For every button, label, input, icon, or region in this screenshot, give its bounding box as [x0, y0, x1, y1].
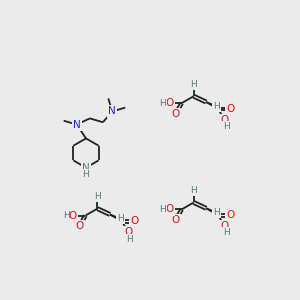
- Text: O: O: [226, 210, 235, 220]
- Text: O: O: [226, 104, 235, 114]
- Text: O: O: [165, 204, 173, 214]
- Text: H: H: [190, 80, 197, 89]
- Text: H: H: [223, 229, 230, 238]
- Text: H: H: [159, 99, 166, 108]
- Text: O: O: [124, 227, 132, 237]
- Text: O: O: [130, 216, 139, 226]
- Text: H: H: [190, 186, 197, 195]
- Text: O: O: [69, 211, 77, 220]
- Text: O: O: [220, 221, 229, 231]
- Text: H: H: [159, 205, 166, 214]
- Text: H: H: [213, 102, 220, 111]
- Text: N: N: [82, 163, 90, 173]
- Text: O: O: [165, 98, 173, 108]
- Text: O: O: [171, 109, 180, 119]
- Text: O: O: [171, 215, 180, 225]
- Text: O: O: [220, 115, 229, 125]
- Text: O: O: [75, 221, 83, 231]
- Text: H: H: [223, 122, 230, 131]
- Text: H: H: [82, 170, 89, 179]
- Text: N: N: [73, 119, 81, 130]
- Text: H: H: [94, 192, 101, 201]
- Text: H: H: [63, 211, 69, 220]
- Text: N: N: [108, 106, 116, 116]
- Text: H: H: [213, 208, 220, 217]
- Text: H: H: [117, 214, 124, 223]
- Text: H: H: [126, 235, 133, 244]
